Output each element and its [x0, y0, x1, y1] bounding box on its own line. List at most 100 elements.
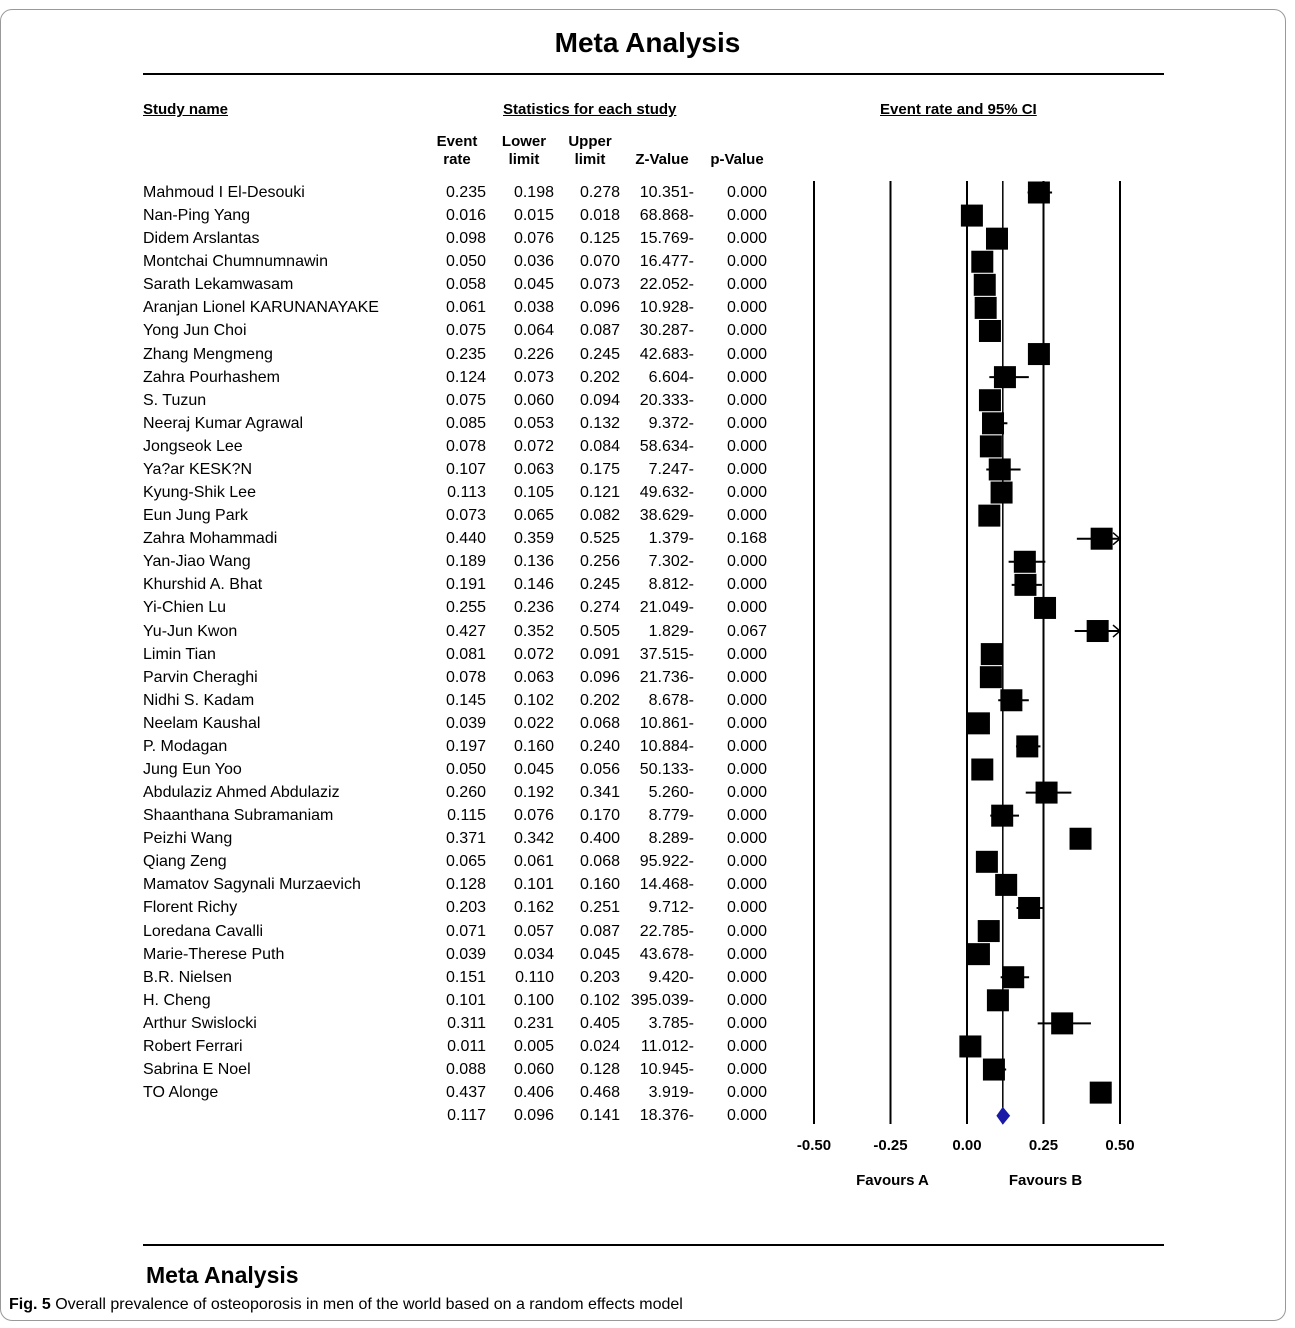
study-name-cell: Neeraj Kumar Agrawal [143, 414, 304, 432]
event-rate-cell: 0.117 [447, 1107, 486, 1125]
p-value-cell: 0.000 [726, 1037, 767, 1055]
table-row: Neelam Kaushal 0.039 0.022 0.068 10.861- 0.00… [0, 712, 800, 735]
table-row: Zahra Pourhashem 0.124 0.073 0.202 6.604- 0.0… [0, 366, 800, 389]
study-name-cell: Peizhi Wang [143, 830, 233, 848]
lower-limit-cell: 0.198 [513, 184, 554, 201]
study-marker [985, 227, 1008, 250]
table-row: Jongseok Lee 0.078 0.072 0.084 58.634- 0.000 [0, 435, 800, 458]
favours-b-label: Favours B [1009, 1172, 1083, 1189]
z-value-cell: 30.287- [639, 322, 694, 340]
study-name-cell: TO Alonge [143, 1084, 219, 1102]
upper-limit-cell: 0.024 [579, 1037, 620, 1055]
study-marker [988, 458, 1011, 481]
event-rate-cell: 0.191 [445, 576, 486, 594]
study-name-cell: Khurshid A. Bhat [143, 576, 263, 594]
upper-limit-cell: 0.240 [579, 737, 620, 755]
p-value-cell: 0.000 [726, 460, 767, 478]
event-rate-cell: 0.078 [445, 437, 486, 455]
z-value-cell: 22.785- [639, 922, 694, 940]
table-row: Yi-Chien Lu 0.255 0.236 0.274 21.049- 0.000 [0, 596, 800, 619]
z-value-cell: 10.351- [639, 184, 694, 201]
col-header-event-rate: Event rate [428, 133, 486, 169]
event-rate-cell: 0.061 [445, 299, 486, 317]
x-tick-label: 0.50 [1105, 1137, 1134, 1154]
favours-a-label: Favours A [856, 1172, 929, 1189]
table-row: Neeraj Kumar Agrawal 0.085 0.053 0.132 9.372… [0, 412, 800, 435]
lower-limit-cell: 0.406 [513, 1084, 554, 1102]
z-value-cell: 15.769- [639, 230, 694, 248]
study-marker [982, 412, 1005, 435]
study-marker [1086, 620, 1109, 643]
study-marker [1035, 781, 1058, 804]
study-marker [978, 389, 1001, 412]
z-value-cell: 38.629- [639, 507, 694, 525]
event-rate-cell: 0.065 [445, 853, 486, 871]
z-value-cell: 18.376- [639, 1107, 694, 1125]
lower-limit-cell: 0.146 [513, 576, 554, 594]
lower-limit-cell: 0.076 [513, 807, 554, 825]
study-name-cell: Eun Jung Park [143, 507, 248, 525]
p-value-cell: 0.000 [726, 1061, 767, 1079]
table-row: Yan-Jiao Wang 0.189 0.136 0.256 7.302- 0.000 [0, 550, 800, 573]
upper-limit-cell: 0.170 [579, 807, 620, 825]
z-value-cell: 9.712- [648, 899, 694, 917]
lower-limit-cell: 0.015 [513, 207, 554, 225]
table-row: Sarath Lekamwasam 0.058 0.045 0.073 22.052- 0… [0, 273, 800, 296]
study-name-cell: Zahra Pourhashem [143, 368, 280, 386]
upper-limit-cell: 0.175 [579, 460, 620, 478]
study-name-cell: Zahra Mohammadi [143, 530, 278, 548]
upper-limit-cell: 0.018 [579, 207, 620, 225]
col-header-event-rate-line2: rate [443, 151, 471, 168]
upper-limit-cell: 0.070 [579, 253, 620, 271]
upper-limit-cell: 0.125 [579, 230, 620, 248]
study-marker [973, 273, 996, 296]
event-rate-cell: 0.437 [445, 1084, 486, 1102]
lower-limit-cell: 0.231 [513, 1014, 554, 1032]
lower-limit-cell: 0.061 [513, 853, 554, 871]
z-value-cell: 68.868- [639, 207, 694, 225]
z-value-cell: 58.634- [639, 437, 694, 455]
upper-limit-cell: 0.056 [579, 761, 620, 778]
lower-limit-cell: 0.096 [513, 1107, 554, 1125]
z-value-cell: 3.785- [648, 1014, 694, 1032]
study-name-cell: Jung Eun Yoo [143, 761, 242, 778]
z-value-cell: 10.945- [639, 1061, 694, 1079]
p-value-cell: 0.000 [726, 507, 767, 525]
table-row: Mamatov Sagynali Murzaevich 0.128 0.101 0.1… [0, 873, 800, 896]
study-marker [993, 366, 1016, 389]
p-value-cell: 0.000 [726, 368, 767, 386]
header-statistics: Statistics for each study [503, 101, 677, 118]
lower-limit-cell: 0.352 [513, 622, 554, 640]
event-rate-cell: 0.085 [445, 414, 486, 432]
study-name-cell: Ya?ar KESK?N [143, 460, 253, 478]
upper-limit-cell: 0.256 [579, 553, 620, 571]
event-rate-cell: 0.073 [445, 507, 486, 525]
upper-limit-cell: 0.202 [579, 368, 620, 386]
z-value-cell: 37.515- [639, 645, 694, 663]
table-row: Aranjan Lionel KARUNANAYAKE 0.061 0.038 0.0… [0, 296, 800, 319]
bottom-rule [143, 1244, 1164, 1246]
study-name-cell: Parvin Cheraghi [143, 668, 258, 686]
event-rate-cell: 0.260 [445, 784, 486, 802]
study-marker [979, 666, 1002, 689]
top-rule [143, 73, 1164, 75]
lower-limit-cell: 0.045 [513, 761, 554, 778]
p-value-cell: 0.000 [726, 230, 767, 248]
study-marker [971, 758, 994, 781]
x-tick-label: 0.00 [952, 1137, 981, 1154]
study-name-cell: S. Tuzun [143, 391, 207, 409]
study-name-cell: Loredana Cavalli [143, 922, 264, 940]
col-header-upper-line1: Upper [568, 133, 612, 150]
ci-arrow [1112, 624, 1122, 638]
x-tick-label: -0.50 [797, 1137, 831, 1154]
upper-limit-cell: 0.094 [579, 391, 620, 409]
upper-limit-cell: 0.525 [579, 530, 620, 548]
p-value-cell: 0.000 [726, 945, 767, 963]
z-value-cell: 395.039- [630, 991, 694, 1009]
study-marker [1013, 550, 1036, 573]
lower-limit-cell: 0.064 [513, 322, 554, 340]
table-row: Nidhi S. Kadam 0.145 0.102 0.202 8.678- 0.000 [0, 689, 800, 712]
p-value-cell: 0.000 [726, 807, 767, 825]
study-name-cell: Marie-Therese Puth [143, 945, 285, 963]
study-marker [978, 319, 1001, 342]
